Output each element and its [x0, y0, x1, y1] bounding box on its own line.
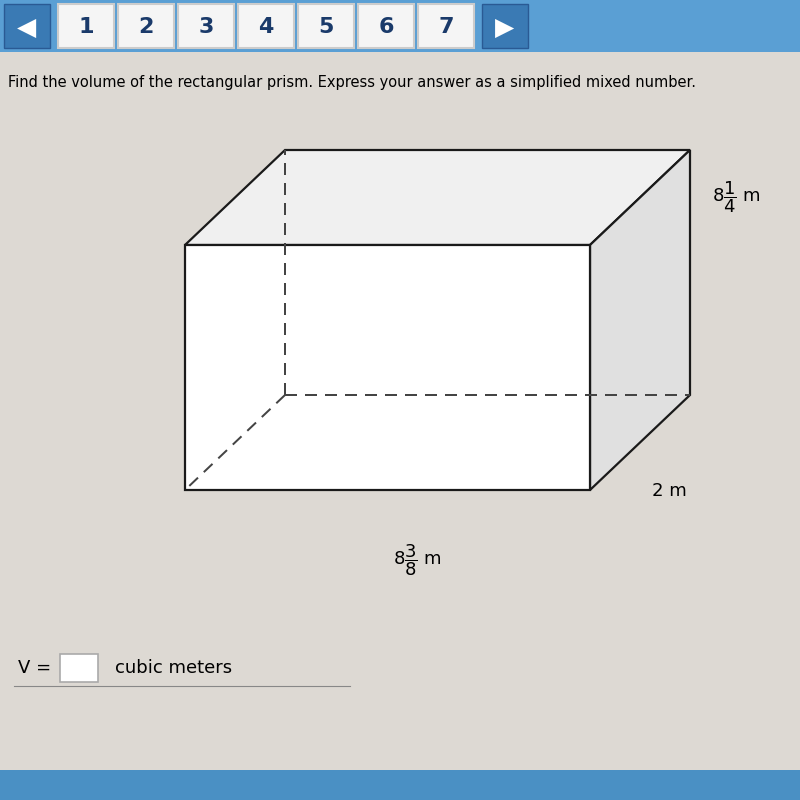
FancyBboxPatch shape	[58, 4, 114, 48]
Text: 5: 5	[318, 17, 334, 37]
Text: 6: 6	[378, 17, 394, 37]
FancyBboxPatch shape	[482, 4, 528, 48]
Text: V =: V =	[18, 659, 57, 677]
FancyBboxPatch shape	[60, 654, 98, 682]
Text: Find the volume of the rectangular prism. Express your answer as a simplified mi: Find the volume of the rectangular prism…	[8, 75, 696, 90]
Text: ▶: ▶	[495, 16, 514, 40]
Text: cubic meters: cubic meters	[115, 659, 232, 677]
Polygon shape	[185, 245, 590, 490]
FancyBboxPatch shape	[178, 4, 234, 48]
FancyBboxPatch shape	[0, 0, 800, 52]
Polygon shape	[590, 150, 690, 490]
Text: 2: 2	[138, 17, 154, 37]
Text: 1: 1	[78, 17, 94, 37]
Text: 3: 3	[198, 17, 214, 37]
FancyBboxPatch shape	[418, 4, 474, 48]
Polygon shape	[185, 150, 690, 245]
FancyBboxPatch shape	[358, 4, 414, 48]
Text: 7: 7	[438, 17, 454, 37]
FancyBboxPatch shape	[298, 4, 354, 48]
Text: 4: 4	[258, 17, 274, 37]
Text: $8\dfrac{1}{4}$ m: $8\dfrac{1}{4}$ m	[712, 180, 761, 215]
Text: ◀: ◀	[18, 16, 37, 40]
Text: $8\dfrac{3}{8}$ m: $8\dfrac{3}{8}$ m	[393, 542, 442, 578]
FancyBboxPatch shape	[0, 770, 800, 800]
FancyBboxPatch shape	[4, 4, 50, 48]
Text: 2 m: 2 m	[652, 482, 686, 501]
FancyBboxPatch shape	[238, 4, 294, 48]
FancyBboxPatch shape	[118, 4, 174, 48]
